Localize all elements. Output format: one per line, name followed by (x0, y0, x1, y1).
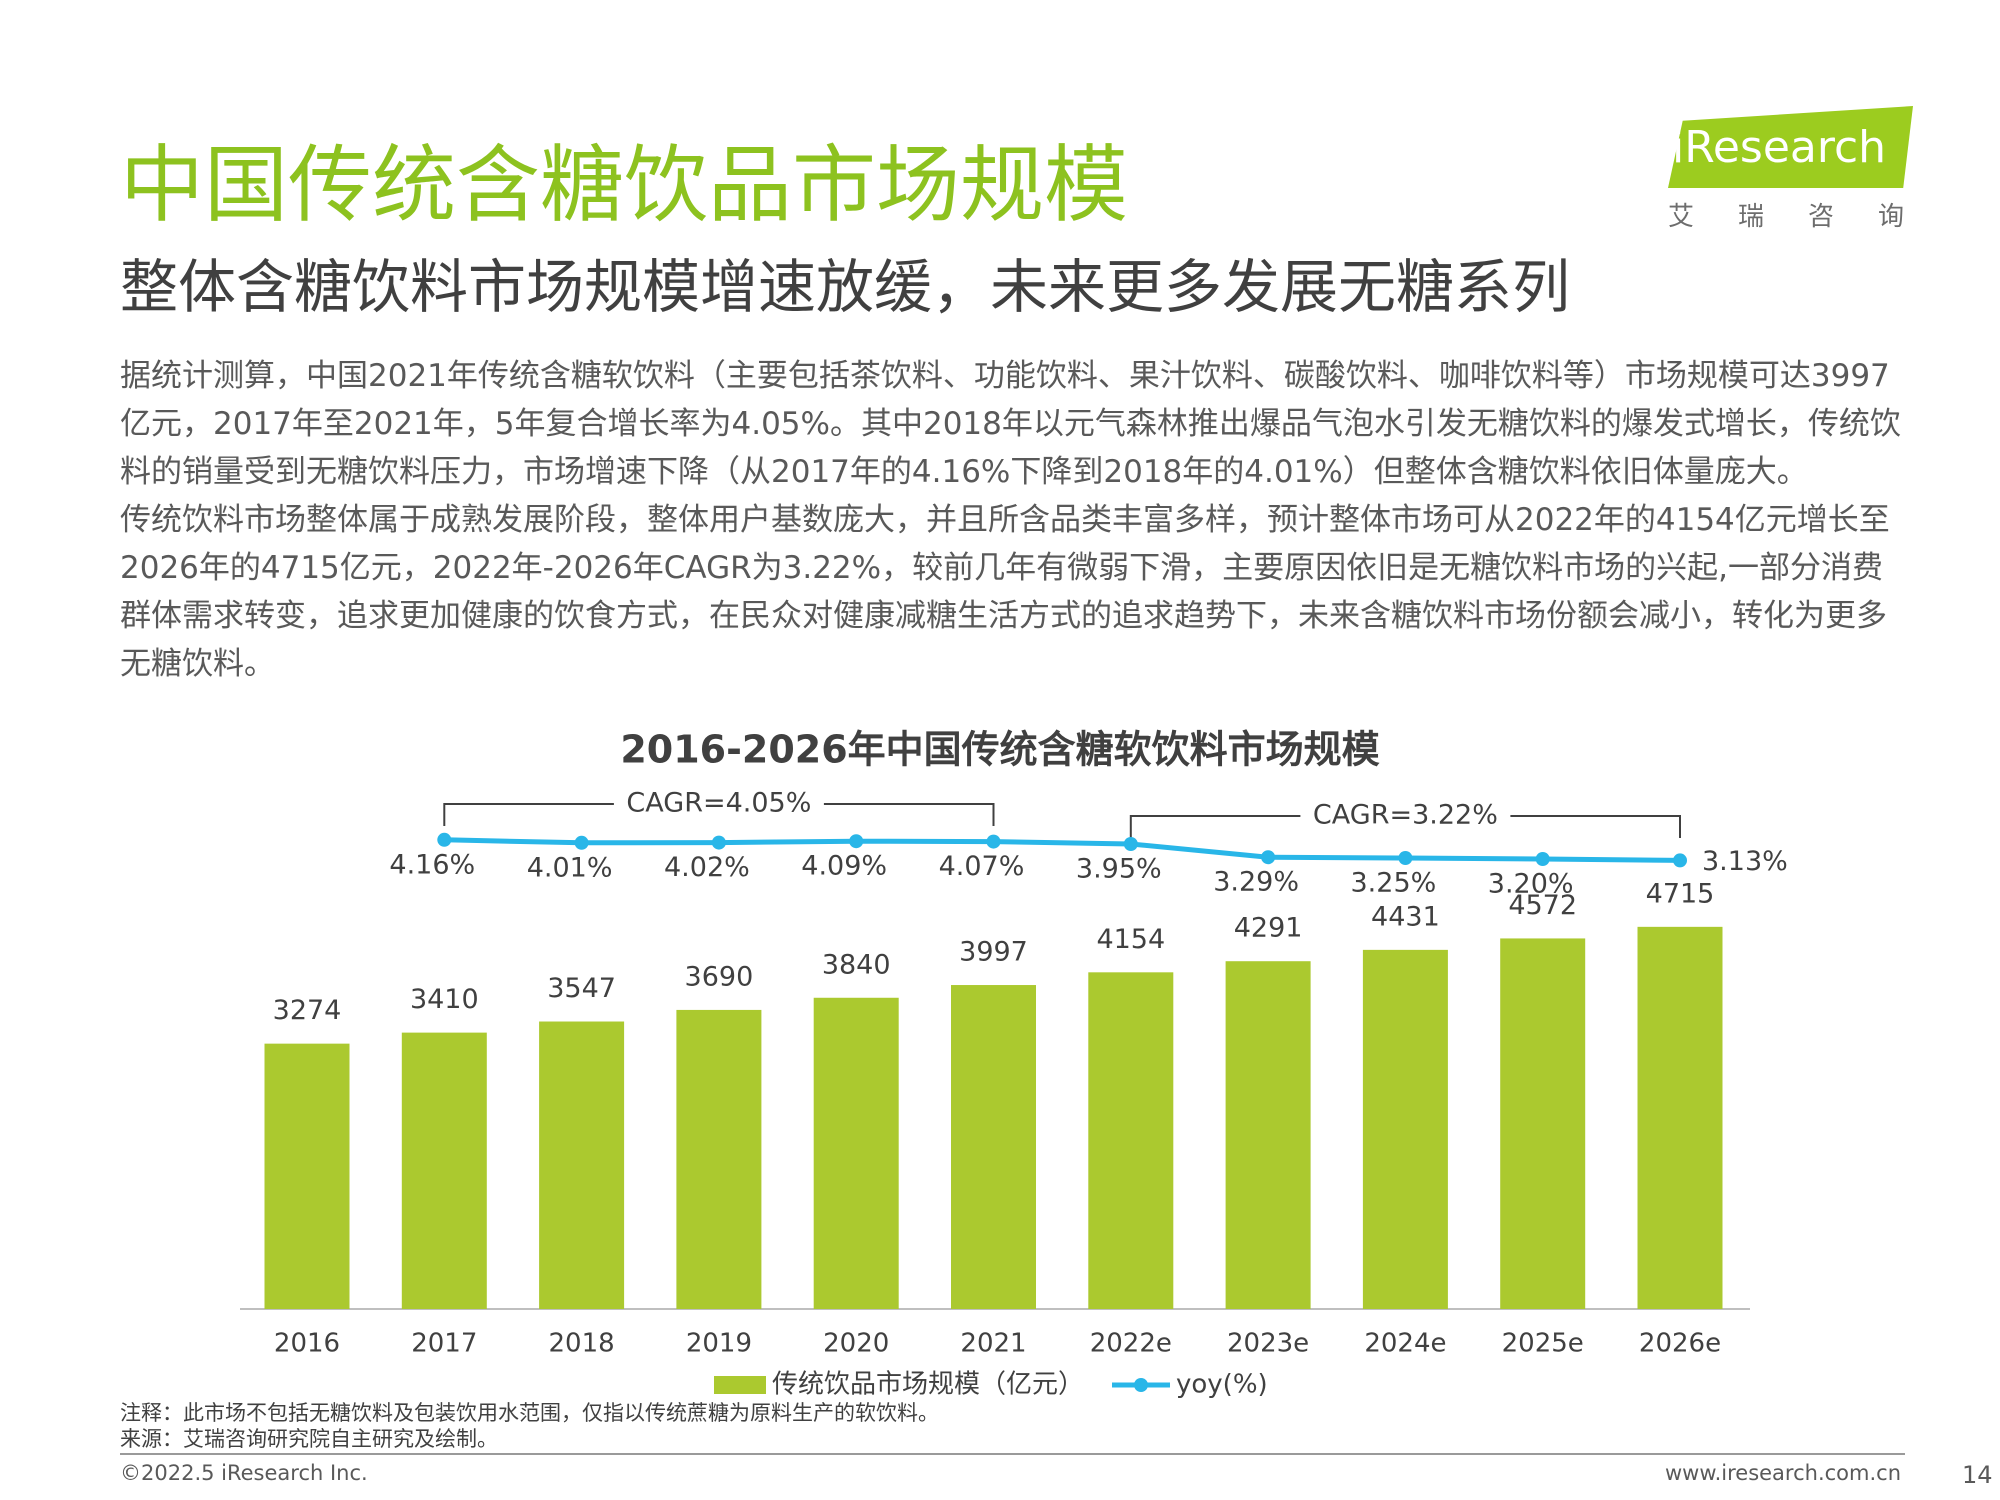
legend-label: 传统饮品市场规模（亿元） (772, 1370, 1084, 1400)
copyright: ©2022.5 iResearch Inc. (120, 1461, 368, 1485)
bar-label: 3410 (410, 984, 479, 1015)
bar (676, 1009, 762, 1309)
line-label: 3.13% (1702, 846, 1788, 877)
bar (1637, 926, 1723, 1309)
bracket (443, 803, 995, 826)
line-label: 4.07% (939, 851, 1025, 882)
line-point (574, 835, 589, 850)
bar-label: 4431 (1371, 901, 1440, 932)
line-point (1261, 850, 1276, 865)
bar (1362, 949, 1448, 1309)
logo-badge (1668, 106, 1913, 188)
bar (264, 1043, 350, 1309)
x-tick-label: 2022e (1090, 1329, 1172, 1359)
bar (951, 985, 1036, 1309)
bar (1225, 961, 1311, 1309)
subtitle: 整体含糖饮料市场规模增速放缓，未来更多发展无糖系列 (120, 253, 1571, 321)
line-label: 3.29% (1213, 867, 1299, 898)
bar-label: 3274 (273, 995, 342, 1026)
line-point (1123, 837, 1138, 851)
bar-label: 3840 (822, 949, 891, 980)
x-tick-label: 2019 (686, 1329, 752, 1359)
line (444, 837, 1681, 863)
x-tick-label: 2016 (274, 1329, 340, 1359)
x-tick-label: 2025e (1502, 1329, 1584, 1359)
legend-label: yoy(%) (1176, 1370, 1268, 1400)
line-point (437, 832, 452, 847)
bar-label: 4715 (1646, 878, 1715, 909)
logo-cn: 艾瑞咨询 (1668, 202, 1949, 232)
line-point (1673, 853, 1687, 868)
legend-swatch (1134, 1378, 1148, 1392)
line-point (711, 835, 726, 850)
line-label: 4.01% (527, 852, 613, 883)
x-tick-label: 2023e (1227, 1329, 1309, 1359)
bar-label: 3997 (959, 937, 1028, 968)
annotation: CAGR=4.05% (626, 788, 811, 819)
bar (1500, 938, 1586, 1309)
x-tick-label: 2017 (411, 1329, 477, 1359)
x-tick-label: 2026e (1639, 1329, 1721, 1359)
website: www.iresearch.com.cn (1665, 1461, 1902, 1485)
notes: 注释：此市场不包括无糖饮料及包装饮用水范围，仅指以传统蔗糖为原料生产的软饮料。 … (120, 1400, 939, 1452)
line-point (849, 834, 864, 849)
line-label: 4.02% (664, 852, 750, 883)
paragraph: 据统计测算，中国2021年传统含糖软饮料（主要包括茶饮料、功能饮料、果汁饮料、碳… (120, 358, 1901, 490)
line-point (1535, 852, 1550, 866)
page-number: 14 (1962, 1461, 1993, 1489)
bar (401, 1032, 487, 1309)
x-tick-label: 2021 (960, 1329, 1026, 1359)
x-tick-label: 2018 (549, 1329, 615, 1359)
footer-rule (120, 1453, 1905, 1455)
bar-label: 3690 (685, 961, 754, 992)
paragraph: 传统饮料市场整体属于成熟发展阶段，整体用户基数庞大，并且所含品类丰富多样，预计整… (120, 502, 1890, 682)
title: 中国传统含糖饮品市场规模 (120, 136, 1129, 234)
bar (539, 1021, 625, 1309)
logo-text: iResearch (1672, 122, 1887, 173)
x-tick-label: 2024e (1364, 1329, 1446, 1359)
line-point (1398, 851, 1413, 865)
body-text: 据统计测算，中国2021年传统含糖软饮料（主要包括茶饮料、功能饮料、果汁饮料、碳… (120, 352, 1910, 688)
line-label: 3.25% (1351, 868, 1437, 899)
bar (1088, 972, 1174, 1309)
bar-label: 4572 (1508, 890, 1577, 921)
x-tick-label: 2020 (823, 1329, 889, 1359)
annotation: CAGR=3.22% (1313, 800, 1498, 831)
line-label: 4.16% (389, 849, 475, 880)
bracket (1129, 815, 1681, 838)
bar-label: 4291 (1234, 913, 1303, 944)
line-label: 4.09% (801, 851, 887, 882)
note: 来源：艾瑞咨询研究院自主研究及绘制。 (120, 1427, 498, 1451)
line-point (986, 834, 1001, 849)
note: 注释：此市场不包括无糖饮料及包装饮用水范围，仅指以传统蔗糖为原料生产的软饮料。 (120, 1401, 939, 1425)
line-label: 3.20% (1488, 869, 1574, 900)
line-label: 3.95% (1076, 854, 1162, 885)
legend-swatch (714, 1376, 766, 1394)
bar (813, 997, 899, 1309)
bar-label: 3547 (547, 973, 616, 1004)
bar-label: 4154 (1096, 924, 1165, 955)
chart-title: 2016-2026年中国传统含糖软饮料市场规模 (620, 728, 1379, 772)
